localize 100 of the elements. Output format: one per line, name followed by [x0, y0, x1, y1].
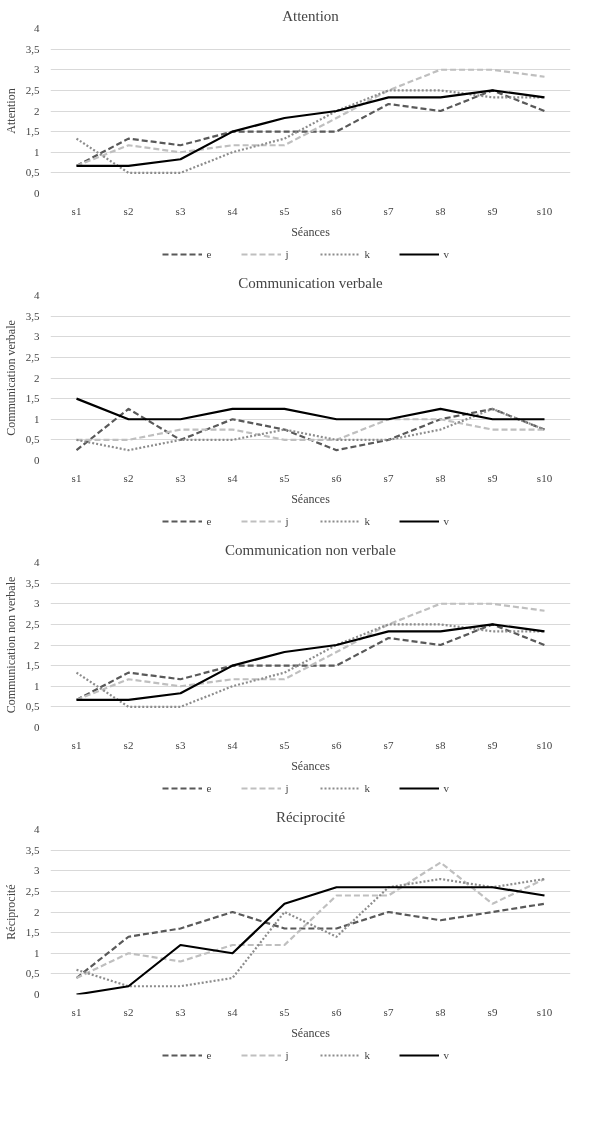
- y-tick-label: 3,5: [25, 843, 40, 856]
- legend-label: e: [206, 1049, 213, 1061]
- x-tick-label: s1: [71, 738, 82, 751]
- y-tick-label: 3,5: [25, 576, 40, 589]
- legend-label: v: [443, 1049, 450, 1061]
- x-tick-label: s7: [383, 204, 394, 217]
- chart-title: Communication verbale: [238, 274, 384, 291]
- x-tick-label: s6: [331, 471, 342, 484]
- line-series: [75, 68, 546, 167]
- chart-title: Attention: [282, 7, 340, 24]
- y-axis-title: Attention: [3, 88, 18, 134]
- x-tick-label: s6: [331, 1005, 342, 1018]
- x-tick-label: s3: [175, 471, 186, 484]
- y-tick-label: 4: [34, 22, 40, 34]
- y-tick-label: 0,5: [25, 700, 40, 713]
- x-tick-label: s2: [123, 204, 134, 217]
- y-tick-label: 1: [34, 946, 40, 959]
- y-tick-label: 0: [34, 454, 40, 466]
- y-tick-label: 4: [34, 823, 40, 835]
- line-series: [75, 602, 546, 701]
- x-tick-label: s5: [279, 471, 290, 484]
- x-tick-label: s4: [227, 204, 238, 217]
- x-tick-label: s8: [435, 738, 446, 751]
- x-tick-label: s2: [123, 738, 134, 751]
- x-tick-label: s8: [435, 1005, 446, 1018]
- x-tick-label: s1: [71, 471, 82, 484]
- y-tick-label: 0: [34, 988, 40, 1000]
- legend-label: k: [364, 782, 371, 794]
- y-tick-label: 1: [34, 412, 40, 425]
- y-tick-label: 3,5: [25, 309, 40, 322]
- x-tick-label: s7: [383, 471, 394, 484]
- x-tick-label: s9: [487, 738, 498, 751]
- y-tick-label: 2: [34, 905, 40, 918]
- y-tick-label: 2: [34, 371, 40, 384]
- x-tick-label: s3: [175, 738, 186, 751]
- legend-label: e: [206, 515, 213, 527]
- legend-label: j: [285, 248, 290, 260]
- x-tick-label: s4: [227, 471, 238, 484]
- legend-label: j: [285, 782, 290, 794]
- line-series: [75, 407, 546, 452]
- y-tick-label: 1,5: [25, 392, 40, 405]
- y-tick-label: 3: [34, 864, 40, 877]
- legend-label: k: [364, 515, 371, 527]
- y-tick-label: 0,5: [25, 166, 40, 179]
- y-tick-label: 1,5: [25, 926, 40, 939]
- x-tick-label: s3: [175, 1005, 186, 1018]
- y-tick-label: 0: [34, 721, 40, 733]
- y-tick-label: 3: [34, 330, 40, 343]
- y-axis-title: Réciprocité: [3, 884, 18, 940]
- x-tick-label: s5: [279, 738, 290, 751]
- y-tick-label: 1,5: [25, 659, 40, 672]
- x-tick-label: s5: [279, 1005, 290, 1018]
- y-axis-title: Communication non verbale: [3, 576, 18, 714]
- legend-label: v: [443, 782, 450, 794]
- x-tick-label: s9: [487, 204, 498, 217]
- legend-label: k: [364, 248, 371, 260]
- y-tick-label: 0: [34, 187, 40, 199]
- x-tick-label: s10: [536, 738, 553, 751]
- y-tick-label: 1,5: [25, 125, 40, 138]
- y-tick-label: 3: [34, 63, 40, 76]
- y-tick-label: 2,5: [25, 83, 40, 96]
- x-tick-label: s10: [536, 1005, 553, 1018]
- x-tick-label: s10: [536, 204, 553, 217]
- y-tick-label: 2,5: [25, 617, 40, 630]
- x-axis-title: Séances: [291, 758, 331, 773]
- y-tick-label: 0,5: [25, 433, 40, 446]
- x-tick-label: s1: [71, 204, 82, 217]
- x-tick-label: s4: [227, 738, 238, 751]
- x-tick-label: s7: [383, 1005, 394, 1018]
- y-tick-label: 0,5: [25, 967, 40, 980]
- x-axis-title: Séances: [291, 1025, 331, 1040]
- x-axis-title: Séances: [291, 491, 331, 506]
- legend-label: k: [364, 1049, 371, 1061]
- legend-label: j: [285, 515, 290, 527]
- legend-label: v: [443, 515, 450, 527]
- legend-label: e: [206, 248, 213, 260]
- x-tick-label: s2: [123, 471, 134, 484]
- x-tick-label: s9: [487, 1005, 498, 1018]
- x-tick-label: s10: [536, 471, 553, 484]
- chart-title: Communication non verbale: [225, 541, 397, 558]
- y-tick-label: 4: [34, 289, 40, 301]
- x-axis-title: Séances: [291, 224, 331, 239]
- y-tick-label: 1: [34, 679, 40, 692]
- y-axis-title: Communication verbale: [3, 320, 18, 436]
- y-tick-label: 3,5: [25, 42, 40, 55]
- x-tick-label: s5: [279, 204, 290, 217]
- y-tick-label: 1: [34, 145, 40, 158]
- line-series: [75, 861, 546, 980]
- y-tick-label: 2,5: [25, 350, 40, 363]
- chart-title: Réciprocité: [275, 808, 346, 825]
- x-tick-label: s1: [71, 1005, 82, 1018]
- x-tick-label: s6: [331, 738, 342, 751]
- x-tick-label: s8: [435, 204, 446, 217]
- y-tick-label: 2,5: [25, 884, 40, 897]
- x-tick-label: s7: [383, 738, 394, 751]
- x-tick-label: s6: [331, 204, 342, 217]
- legend-label: v: [443, 248, 450, 260]
- y-tick-label: 2: [34, 104, 40, 117]
- legend-label: e: [206, 782, 213, 794]
- x-tick-label: s9: [487, 471, 498, 484]
